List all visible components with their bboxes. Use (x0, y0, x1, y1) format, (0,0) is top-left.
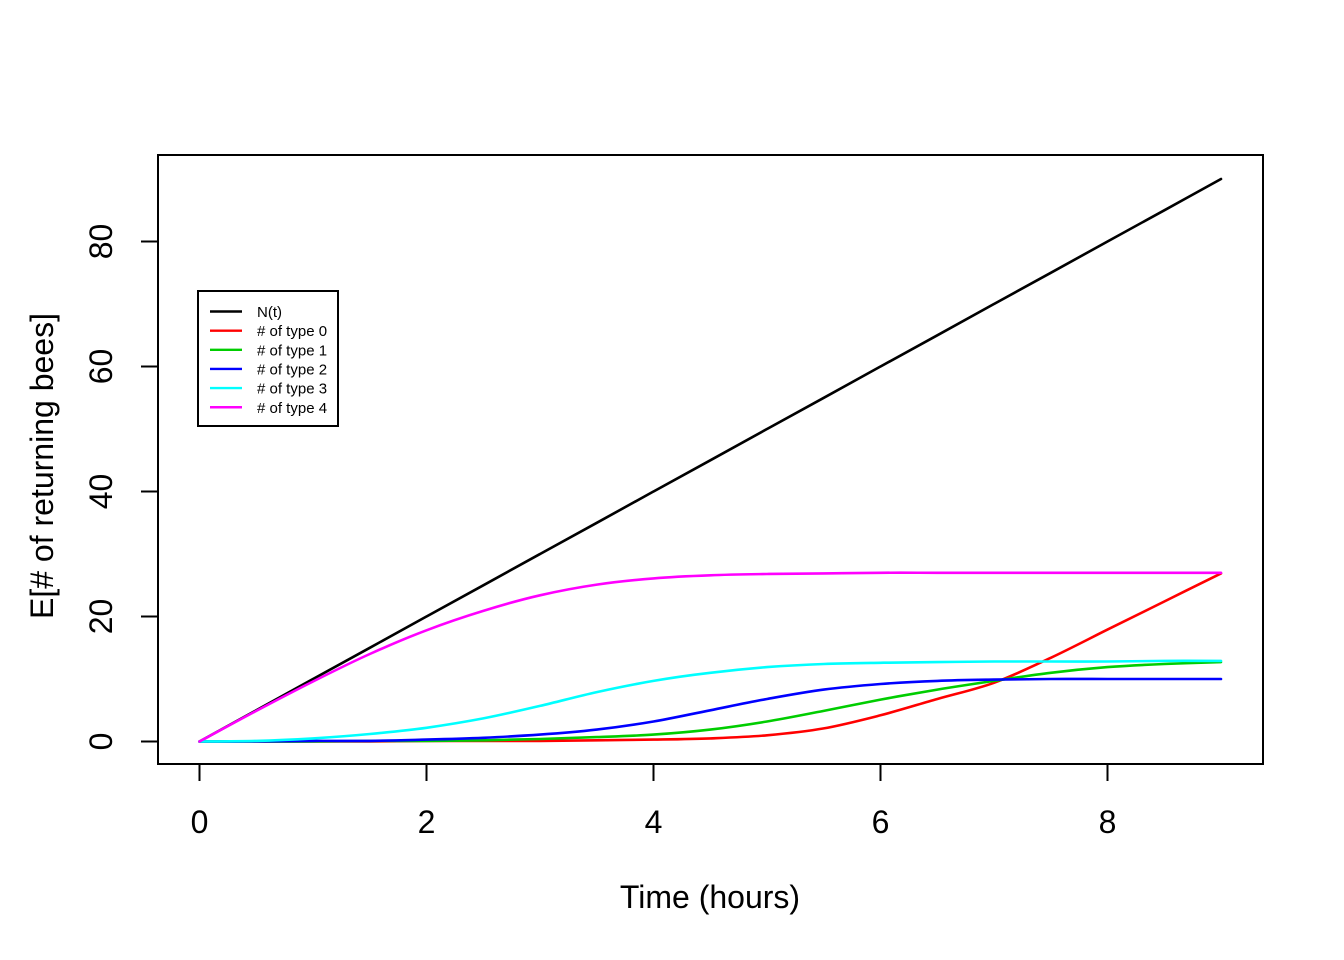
x-axis-title: Time (hours) (620, 879, 800, 915)
legend-box (197, 290, 339, 427)
x-tick-label: 8 (1099, 804, 1117, 840)
y-axis-title: E[# of returning bees] (24, 313, 60, 619)
y-tick-label: 80 (83, 224, 119, 260)
series-line-of-type-2 (198, 677, 1223, 743)
x-axis: 0 2 4 6 8 (191, 764, 1117, 840)
legend-label-of-type-3: # of type 3 (257, 381, 327, 398)
plot-series (198, 177, 1223, 743)
series-line-of-type-3 (198, 659, 1223, 743)
y-tick-label: 0 (83, 733, 119, 751)
legend-label-of-type-4: # of type 4 (257, 400, 327, 417)
y-tick-label: 40 (83, 474, 119, 510)
series-line-of-type-4 (198, 571, 1223, 743)
y-axis: 0 20 40 60 80 (83, 224, 158, 751)
y-tick-label: 60 (83, 349, 119, 385)
x-tick-label: 4 (645, 804, 663, 840)
x-tick-label: 0 (191, 804, 209, 840)
x-tick-label: 2 (418, 804, 436, 840)
legend: N(t) # of type 0 # of type 1 # of type 2 # o… (197, 290, 339, 427)
legend-label-of-type-2: # of type 2 (257, 361, 327, 378)
x-tick-label: 6 (872, 804, 890, 840)
y-tick-label: 20 (83, 599, 119, 635)
legend-label-of-type-1: # of type 1 (257, 342, 327, 359)
series-line-n-t (198, 177, 1223, 743)
legend-label-n-t: N(t) (257, 304, 282, 321)
plot-border (157, 154, 1264, 765)
legend-label-of-type-0: # of type 0 (257, 323, 327, 340)
